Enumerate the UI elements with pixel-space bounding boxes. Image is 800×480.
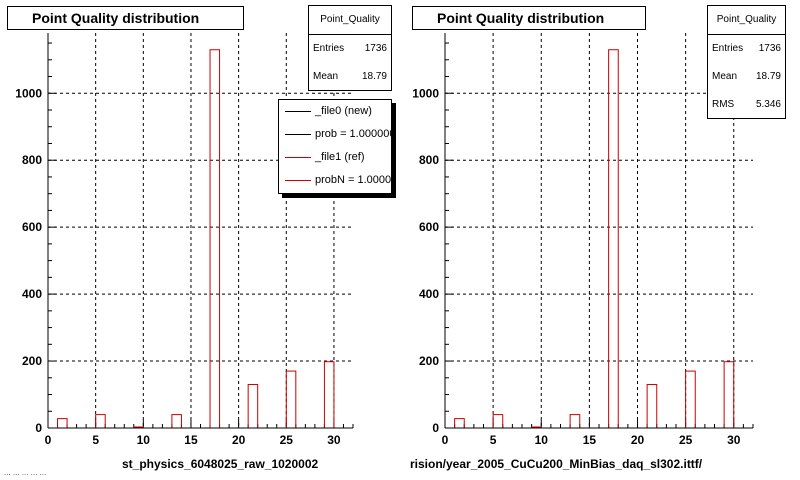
right-bar-0 xyxy=(454,418,465,429)
right-stats-box: Point_Quality Entries 1736 Mean 18.79 RM… xyxy=(707,5,786,119)
right-x-tick-label: 25 xyxy=(679,433,693,447)
right-y-tick-label: 200 xyxy=(419,354,439,368)
left-bar-4 xyxy=(209,49,221,429)
right-bar-5 xyxy=(646,383,658,429)
legend-label: _file0 (new) xyxy=(315,105,372,117)
left-y-tick-label: 400 xyxy=(22,287,42,301)
stats-label: Entries xyxy=(712,43,744,54)
left-stats-entries-row: Entries 1736 xyxy=(309,35,391,63)
legend-entry-file1: _file1 (ref) xyxy=(279,146,391,169)
legend-box: _file0 (new) prob = 1.000000 _file1 (ref… xyxy=(278,99,392,194)
right-x-tick-label: 0 xyxy=(442,433,449,447)
right-y-tick-label: 600 xyxy=(419,220,439,234)
stats-value: 18.79 xyxy=(755,71,781,82)
legend-swatch xyxy=(285,111,311,112)
legend-swatch xyxy=(285,134,311,135)
stats-value: 18.79 xyxy=(361,71,387,82)
left-x-tick-label: 0 xyxy=(45,433,52,447)
left-x-tick-label: 20 xyxy=(232,433,246,447)
left-x-tick-label: 30 xyxy=(327,433,341,447)
right-bar-6 xyxy=(685,370,696,429)
legend-swatch xyxy=(285,180,311,181)
stats-value: 1736 xyxy=(364,43,387,54)
legend-entry-probn: probN = 1.000000 xyxy=(279,169,391,192)
left-stats-name: Point_Quality xyxy=(309,6,391,35)
right-stats-rms-row: RMS 5.346 xyxy=(708,91,785,119)
footer-tiny-text: ... ... ... ... ... xyxy=(4,468,47,477)
left-bar-7 xyxy=(323,361,335,429)
right-bar-4 xyxy=(608,49,619,429)
left-stats-mean-row: Mean 18.79 xyxy=(309,63,391,91)
legend-swatch xyxy=(285,157,311,158)
stats-value: 5.346 xyxy=(755,99,781,110)
legend-entry-prob: prob = 1.000000 xyxy=(279,123,391,146)
legend-entry-file0: _file0 (new) xyxy=(279,100,391,123)
right-title-text: Point Quality distribution xyxy=(437,10,605,26)
left-y-tick-label: 1000 xyxy=(15,86,42,100)
stats-label: Entries xyxy=(313,43,345,54)
right-x-tick-label: 20 xyxy=(631,433,645,447)
stats-label: RMS xyxy=(712,99,735,110)
left-x-tick-label: 15 xyxy=(184,433,198,447)
right-y-tick-label: 0 xyxy=(432,421,439,435)
left-x-tick-label: 10 xyxy=(137,433,151,447)
stats-label: Mean xyxy=(712,71,738,82)
right-stats-mean-row: Mean 18.79 xyxy=(708,63,785,91)
right-y-tick-label: 400 xyxy=(419,287,439,301)
left-panel-title: Point Quality distribution xyxy=(7,6,244,30)
right-x-tick-label: 15 xyxy=(583,433,597,447)
left-y-tick-label: 200 xyxy=(22,354,42,368)
left-x-tick-label: 25 xyxy=(280,433,294,447)
left-bar-1 xyxy=(95,414,106,429)
stats-label: Mean xyxy=(313,71,339,82)
left-title-text: Point Quality distribution xyxy=(32,10,200,26)
left-bar-5 xyxy=(247,383,259,429)
right-bar-3 xyxy=(569,414,581,429)
right-bar-7 xyxy=(723,361,735,429)
right-y-tick-label: 800 xyxy=(419,153,439,167)
left-x-tick-label: 5 xyxy=(92,433,99,447)
right-xaxis-label: rision/year_2005_CuCu200_MinBias_daq_sl3… xyxy=(410,457,703,471)
right-x-tick-label: 30 xyxy=(727,433,741,447)
legend-label: prob = 1.000000 xyxy=(315,128,392,140)
legend-label: _file1 (ref) xyxy=(315,151,365,163)
left-y-tick-label: 0 xyxy=(35,421,42,435)
right-bar-1 xyxy=(492,414,504,429)
stats-value: 1736 xyxy=(758,43,781,54)
left-bar-0 xyxy=(57,418,68,429)
right-y-tick-label: 1000 xyxy=(412,86,439,100)
right-x-tick-label: 5 xyxy=(490,433,497,447)
left-y-tick-label: 600 xyxy=(22,220,42,234)
left-y-tick-label: 800 xyxy=(22,153,42,167)
right-stats-entries-row: Entries 1736 xyxy=(708,35,785,63)
left-xaxis-label: st_physics_6048025_raw_1020002 xyxy=(122,457,319,471)
left-bar-3 xyxy=(171,414,182,429)
right-x-tick-label: 10 xyxy=(535,433,549,447)
left-bar-6 xyxy=(285,370,297,429)
right-panel-title: Point Quality distribution xyxy=(412,6,646,30)
right-stats-name: Point_Quality xyxy=(708,6,785,35)
legend-label: probN = 1.000000 xyxy=(315,174,392,186)
left-stats-box: Point_Quality Entries 1736 Mean 18.79 xyxy=(308,5,392,91)
